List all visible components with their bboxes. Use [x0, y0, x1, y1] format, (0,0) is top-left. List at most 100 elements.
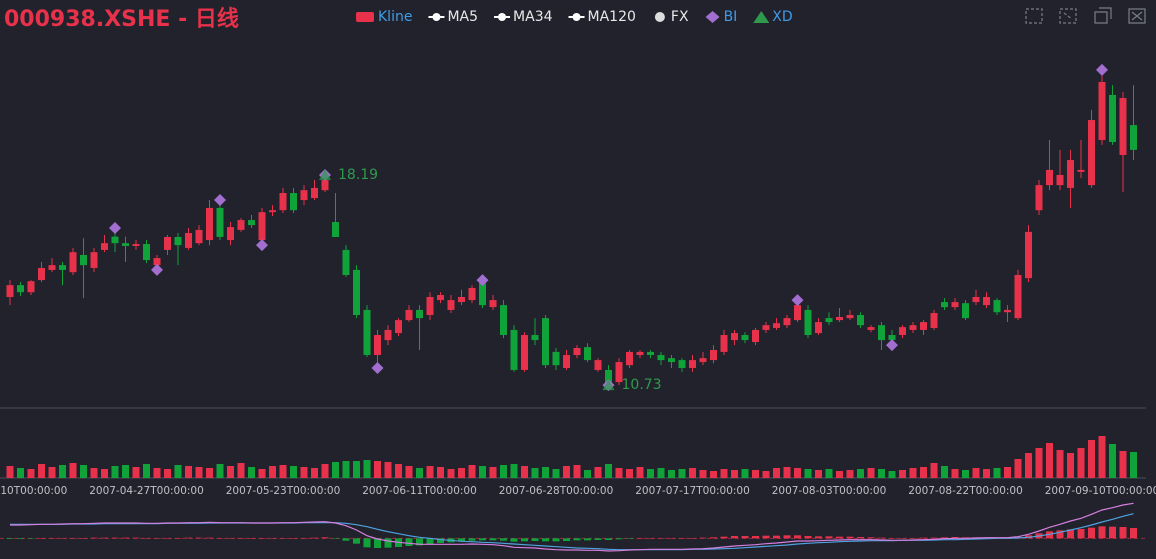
- volume-bar: [636, 467, 644, 478]
- bi-marker: [109, 221, 121, 234]
- macd-bar: [143, 538, 150, 539]
- legend-label[interactable]: MA120: [588, 9, 636, 25]
- candle-body: [773, 323, 780, 328]
- macd-bar: [720, 536, 728, 539]
- macd-bar: [1088, 527, 1095, 539]
- macd-bar: [458, 538, 465, 542]
- macd-bar: [857, 537, 864, 539]
- macd-bar: [90, 537, 98, 539]
- volume-bar: [489, 467, 497, 478]
- volume-bar: [972, 468, 980, 478]
- candle-body: [206, 207, 213, 241]
- candle-body: [867, 327, 875, 330]
- legend-label[interactable]: MA5: [447, 9, 478, 25]
- volume-bar: [290, 466, 297, 478]
- candle-body: [815, 322, 822, 334]
- volume-bar: [1035, 448, 1043, 478]
- volume-bar: [752, 470, 759, 478]
- macd-bar: [258, 538, 266, 539]
- legend-label[interactable]: XD: [772, 9, 792, 25]
- macd-bar: [342, 538, 350, 541]
- macd-bar: [416, 538, 423, 546]
- bi-marker: [151, 263, 163, 276]
- macd-bar: [321, 537, 329, 539]
- zoom-reset-icon[interactable]: [1059, 8, 1077, 24]
- candle-body: [636, 351, 644, 356]
- volume-bar: [647, 469, 654, 478]
- volume-bar: [846, 470, 854, 478]
- volume-bar: [1056, 450, 1064, 478]
- macd-bar: [216, 538, 224, 539]
- candle-body: [1088, 120, 1095, 186]
- legend-label[interactable]: Kline: [378, 9, 412, 25]
- x-tick-label: 2007-06-11T00:00:00: [362, 485, 477, 497]
- volume-bar: [153, 468, 161, 478]
- macd-bar: [59, 538, 66, 539]
- volume-bar: [1130, 452, 1137, 478]
- volume-bar: [269, 466, 276, 478]
- candle-body: [132, 244, 140, 246]
- x-tick-label: 2007-06-28T00:00:00: [499, 485, 614, 497]
- candle-body: [993, 300, 1001, 313]
- legend-label[interactable]: MA34: [513, 9, 553, 25]
- candle-body: [678, 360, 686, 368]
- volume-bar: [321, 464, 329, 478]
- legend-icon: [432, 13, 441, 21]
- candle-body: [941, 302, 948, 308]
- legend-icon: [753, 11, 770, 23]
- volume-bar: [699, 470, 707, 478]
- legend-label[interactable]: FX: [671, 9, 689, 25]
- volume-bar: [311, 468, 318, 478]
- restore-icon[interactable]: [1094, 7, 1112, 24]
- volume-bar: [1077, 448, 1085, 478]
- macd-bar: [752, 536, 759, 539]
- macd-bar: [563, 538, 570, 541]
- candle-body: [1119, 98, 1127, 155]
- candle-body: [195, 229, 203, 244]
- legend-label[interactable]: BI: [724, 9, 738, 25]
- volume-bar: [237, 463, 245, 478]
- bi-marker: [371, 361, 384, 374]
- macd-bar: [615, 538, 623, 540]
- volume-bar: [363, 460, 371, 478]
- candle-body: [888, 335, 896, 341]
- volume-bar: [983, 469, 990, 478]
- macd-bar: [951, 537, 959, 539]
- legend-icon: [572, 13, 581, 21]
- macd-bar: [678, 538, 686, 539]
- volume-bar: [342, 461, 350, 478]
- volume-bar: [605, 464, 612, 478]
- macd-bar: [153, 538, 161, 539]
- save-icon[interactable]: [1128, 8, 1146, 24]
- macd-bar: [710, 537, 717, 539]
- volume-bar: [531, 468, 539, 478]
- candle-body: [836, 316, 843, 321]
- volume-bar: [479, 466, 486, 478]
- volume-bar: [111, 466, 119, 478]
- macd-bar: [174, 538, 182, 539]
- macd-bar: [867, 537, 875, 539]
- macd-bar: [573, 538, 581, 541]
- macd-bar: [825, 536, 833, 539]
- volume-bar: [825, 469, 833, 478]
- macd-bar: [836, 536, 843, 539]
- macd-bar: [888, 538, 896, 539]
- candle-body: [237, 220, 245, 230]
- candle-body: [426, 296, 434, 316]
- candle-body: [479, 283, 486, 306]
- volume-bar: [815, 470, 822, 478]
- volume-bar: [1004, 467, 1011, 478]
- volume-bar: [384, 462, 392, 478]
- zoom-icon[interactable]: [1025, 8, 1043, 24]
- candle-body: [804, 309, 812, 336]
- macd-bar: [6, 538, 14, 539]
- candle-body: [384, 329, 392, 341]
- candle-body: [552, 351, 560, 366]
- volume-bar: [101, 469, 108, 478]
- candle-body: [951, 302, 959, 308]
- volume-bar: [1098, 436, 1106, 478]
- volume-bar: [69, 463, 77, 478]
- candle-body: [216, 207, 224, 237]
- macd-bar: [531, 538, 539, 541]
